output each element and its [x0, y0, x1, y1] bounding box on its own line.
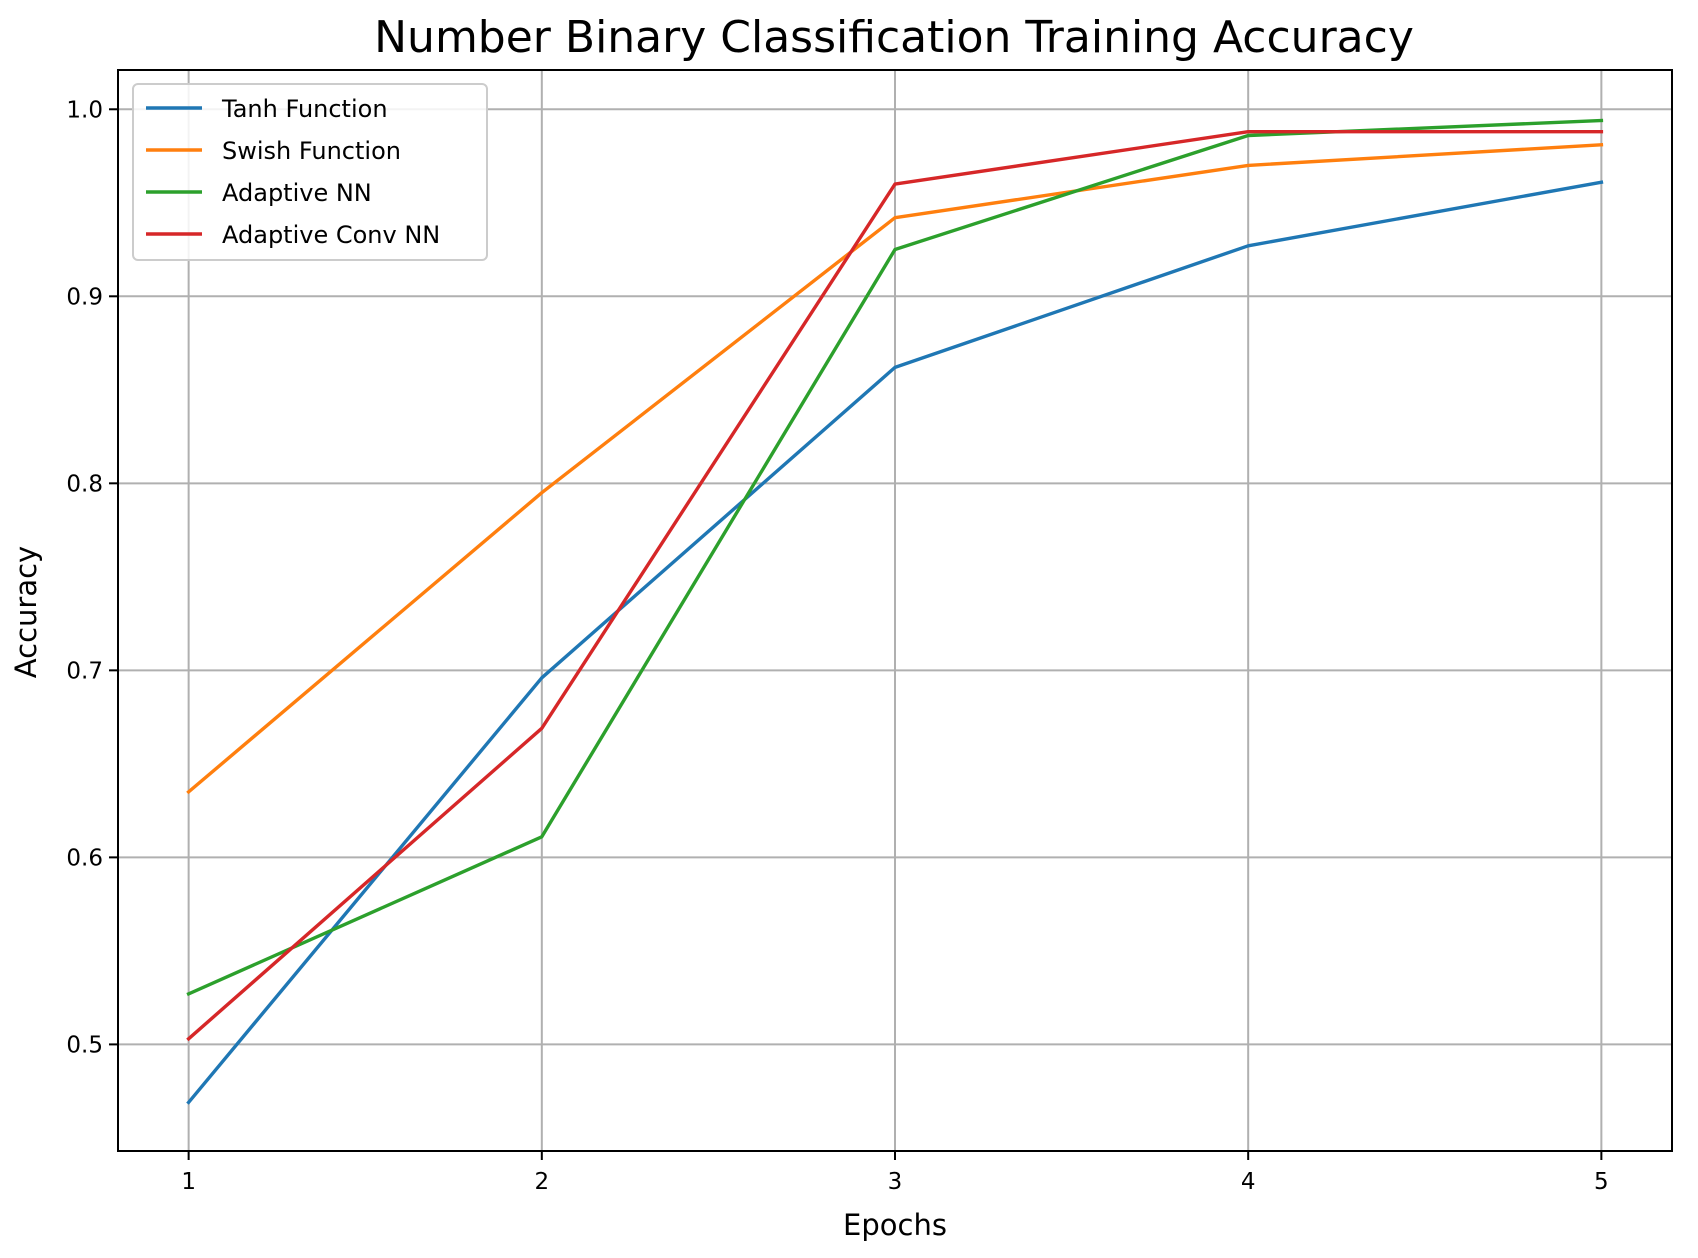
legend-label: Tanh Function	[221, 95, 388, 123]
x-tick-label: 5	[1594, 1169, 1609, 1195]
series-line-0	[186, 180, 1604, 1105]
y-tick-label: 0.8	[66, 471, 103, 497]
series-lines	[186, 118, 1604, 1105]
series-line-1	[186, 143, 1604, 795]
x-tick-label: 2	[534, 1169, 549, 1195]
x-tick-label: 4	[1241, 1169, 1256, 1195]
legend: Tanh Function Swish Function Adaptive NN Ad…	[132, 83, 488, 261]
x-axis-ticks: 1 2 3 4 5	[181, 1151, 1609, 1195]
series-line-3	[186, 129, 1604, 1042]
x-tick-label: 1	[181, 1169, 196, 1195]
legend-label: Adaptive NN	[222, 179, 372, 207]
y-tick-label: 0.5	[66, 1032, 103, 1058]
x-axis-label: Epochs	[843, 1208, 947, 1242]
chart-title: Number Binary Classification Training Ac…	[374, 12, 1414, 63]
y-axis-ticks: 0.5 0.6 0.7 0.8 0.9 1.0	[66, 97, 118, 1058]
legend-box	[132, 83, 488, 261]
y-tick-label: 0.9	[66, 284, 103, 310]
y-tick-label: 1.0	[66, 97, 103, 123]
legend-label: Swish Function	[222, 137, 401, 165]
legend-label: Adaptive Conv NN	[222, 221, 440, 249]
x-tick-label: 3	[888, 1169, 903, 1195]
y-tick-label: 0.7	[66, 658, 103, 684]
y-axis-label: Accuracy	[9, 546, 43, 678]
y-tick-label: 0.6	[66, 845, 103, 871]
